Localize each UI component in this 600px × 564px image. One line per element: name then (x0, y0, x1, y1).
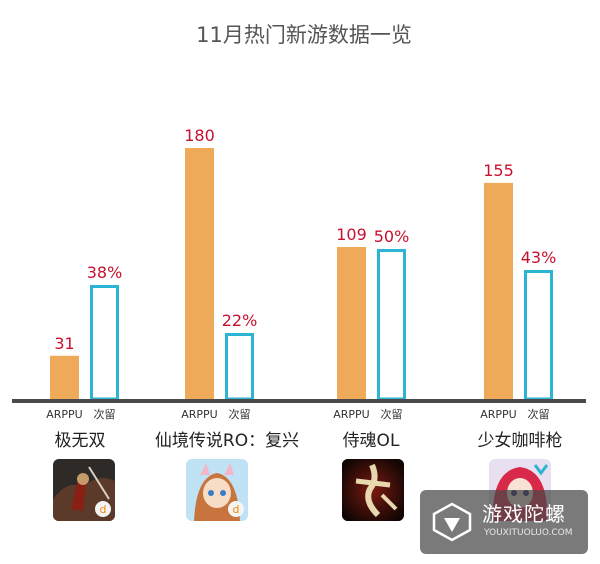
category-label-3: 少女咖啡枪 (478, 431, 563, 451)
svg-text:d: d (233, 503, 240, 516)
value-label-arppu-1: 180 (184, 126, 215, 145)
chart-title: 11月热门新游数据一览 (196, 23, 412, 47)
category-label-2: 侍魂OL (343, 431, 400, 451)
value-label-arppu-3: 155 (483, 161, 514, 180)
watermark: 游戏陀螺 YOUXITUOLUO.COM (420, 490, 588, 554)
value-label-arppu-0: 31 (54, 334, 74, 353)
category-label-0: 极无双 (55, 431, 106, 451)
category-label-1: 仙境传说RO：复兴 (155, 431, 299, 451)
anime-girl-game-icon: d (186, 459, 248, 521)
bar-retention-3 (524, 270, 553, 401)
game-icon-ro: d (186, 459, 248, 521)
sublabel-retention-1: 次留 (229, 407, 251, 421)
sublabel-arppu-1: ARPPU (181, 408, 218, 421)
value-label-arppu-2: 109 (336, 225, 367, 244)
bar-retention-0 (90, 285, 119, 401)
bar-arppu-1 (185, 148, 214, 399)
value-label-retention-2: 50% (374, 227, 410, 246)
value-label-retention-3: 43% (521, 248, 557, 267)
bar-retention-1 (225, 333, 254, 401)
sublabel-retention-0: 次留 (94, 407, 116, 421)
sublabel-retention-3: 次留 (528, 407, 550, 421)
bar-arppu-3 (484, 182, 513, 399)
sublabel-arppu-0: ARPPU (46, 408, 83, 421)
value-label-retention-1: 22% (222, 311, 258, 330)
svg-text:d: d (100, 503, 107, 516)
game-icon-samurai (342, 459, 404, 521)
sublabel-arppu-3: ARPPU (480, 408, 517, 421)
sublabel-arppu-2: ARPPU (333, 408, 370, 421)
bar-arppu-0 (50, 355, 79, 399)
bar-arppu-2 (337, 247, 366, 399)
value-label-retention-0: 38% (87, 263, 123, 282)
warrior-game-icon: d (53, 459, 115, 521)
spinning-top-logo-icon (432, 502, 472, 542)
sublabel-retention-2: 次留 (381, 407, 403, 421)
samurai-calligraphy-game-icon (342, 459, 404, 521)
watermark-brand: 游戏陀螺 (482, 502, 566, 526)
bar-retention-2 (377, 249, 406, 401)
watermark-url: YOUXITUOLUO.COM (484, 528, 573, 538)
game-icon-jiwushuang: d (53, 459, 115, 521)
